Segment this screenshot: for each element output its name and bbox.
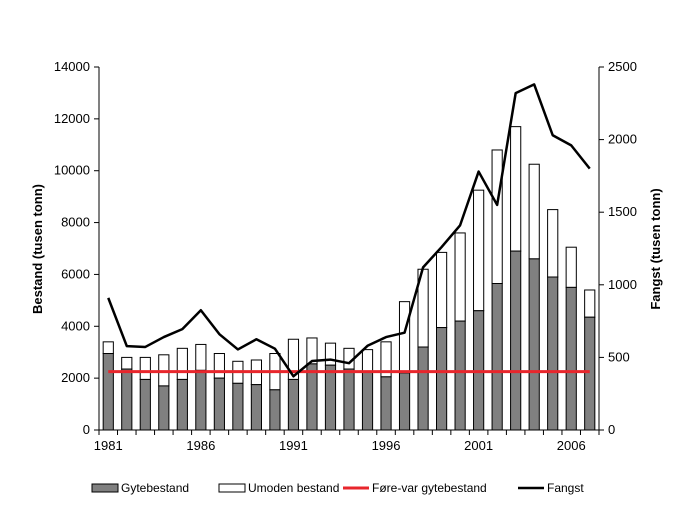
bar-gytebestand-1987 xyxy=(213,377,225,431)
x-tick-label: 1981 xyxy=(94,438,123,453)
bar-umoden-2005 xyxy=(547,209,559,278)
bar-umoden-2006 xyxy=(565,246,577,288)
y-axis-right-label: Fangst (tusen tonn) xyxy=(648,188,663,309)
x-tick-label: 2001 xyxy=(464,438,493,453)
bar-umoden-1983 xyxy=(139,356,151,380)
bar-gytebestand-1988 xyxy=(232,382,244,431)
bar-gytebestand-1985 xyxy=(176,378,188,431)
x-tick-label: 1991 xyxy=(279,438,308,453)
bar-umoden-2007 xyxy=(584,289,596,318)
bar-gytebestand-1999 xyxy=(436,327,448,431)
bar-umoden-1999 xyxy=(436,251,448,329)
legend-label: Gytebestand xyxy=(121,481,189,495)
legend: Gytebestand Umoden bestand Føre-var gytebe… xyxy=(91,481,584,495)
y-tick-label-left: 10000 xyxy=(54,163,90,178)
bar-gytebestand-1996 xyxy=(380,376,392,431)
y-tick-label-left: 0 xyxy=(83,422,90,437)
legend-label: Fangst xyxy=(547,481,584,495)
bar-gytebestand-1989 xyxy=(250,384,263,431)
bar-umoden-1986 xyxy=(195,343,207,371)
bar-gytebestand-2002 xyxy=(491,283,503,431)
y-tick-label-right: 2500 xyxy=(608,59,637,74)
bar-umoden-2004 xyxy=(528,163,540,260)
y-tick-label-right: 1000 xyxy=(608,277,637,292)
bar-umoden-2002 xyxy=(491,149,503,285)
y-tick-label-left: 2000 xyxy=(61,370,90,385)
bar-gytebestand-1995 xyxy=(361,371,374,431)
y-tick-label-left: 8000 xyxy=(61,215,90,230)
y-tick-label-right: 1500 xyxy=(608,204,637,219)
bar-gytebestand-1992 xyxy=(306,363,318,431)
bar-umoden-2001 xyxy=(473,189,485,312)
bar-gytebestand-2000 xyxy=(454,320,466,431)
bar-gytebestand-2006 xyxy=(565,286,577,431)
bar-umoden-1982 xyxy=(121,356,133,370)
y-tick-label-left: 4000 xyxy=(61,318,90,333)
bar-gytebestand-1993 xyxy=(324,364,337,431)
bar-gytebestand-2004 xyxy=(528,258,540,431)
x-tick-label: 1986 xyxy=(186,438,215,453)
legend-label: Umoden bestand xyxy=(248,481,339,495)
bar-gytebestand-1997 xyxy=(398,372,411,431)
legend-swatch xyxy=(91,483,119,493)
y-tick-label-left: 12000 xyxy=(54,111,90,126)
y-tick-label-right: 0 xyxy=(608,422,615,437)
x-tick-label: 2006 xyxy=(557,438,586,453)
legend-swatch xyxy=(218,483,246,493)
bar-umoden-1985 xyxy=(176,347,188,380)
bar-gytebestand-1986 xyxy=(195,369,207,431)
bar-gytebestand-1998 xyxy=(417,346,429,431)
bar-umoden-2003 xyxy=(510,126,522,252)
y-tick-label-right: 500 xyxy=(608,349,630,364)
bar-umoden-1997 xyxy=(398,301,411,374)
y-tick-label-left: 14000 xyxy=(54,59,90,74)
line-fangst xyxy=(107,83,591,378)
y-axis-left-label: Bestand (tusen tonn) xyxy=(30,184,45,314)
bar-umoden-1981 xyxy=(102,341,114,355)
bar-gytebestand-1982 xyxy=(121,368,133,431)
legend-label: Føre-var gytebestand xyxy=(372,481,487,495)
bar-gytebestand-1983 xyxy=(139,378,151,431)
y-tick-label-right: 2000 xyxy=(608,132,637,147)
bar-gytebestand-2005 xyxy=(547,276,559,431)
bar-gytebestand-1994 xyxy=(343,368,355,431)
bar-umoden-1993 xyxy=(324,342,337,366)
bar-gytebestand-1991 xyxy=(287,378,300,431)
bar-umoden-1987 xyxy=(213,353,225,379)
bar-gytebestand-2003 xyxy=(510,250,522,431)
y-tick-label-left: 6000 xyxy=(61,266,90,281)
bar-gytebestand-1981 xyxy=(102,353,114,431)
bar-gytebestand-1990 xyxy=(269,389,281,431)
x-tick-label: 1996 xyxy=(372,438,401,453)
bar-umoden-1995 xyxy=(361,349,374,373)
bar-gytebestand-1984 xyxy=(158,385,170,431)
bar-gytebestand-2007 xyxy=(584,316,596,431)
bar-umoden-2000 xyxy=(454,232,466,322)
